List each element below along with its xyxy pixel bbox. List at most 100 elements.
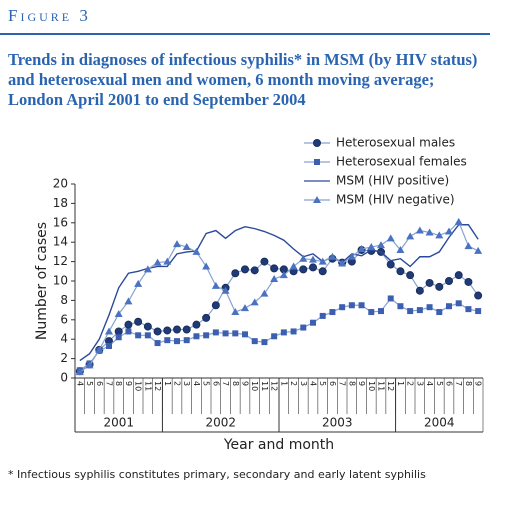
footnote: * Infectious syphilis constitutes primar… <box>8 468 426 481</box>
x-tick-label: 5 <box>435 381 444 386</box>
y-tick-label: 12 <box>53 254 68 268</box>
point <box>368 309 375 316</box>
point <box>348 302 355 309</box>
point <box>202 313 211 322</box>
y-tick-label: 16 <box>53 215 68 229</box>
point <box>425 228 434 236</box>
x-tick-label: 11 <box>377 381 386 391</box>
point <box>308 263 317 272</box>
point <box>289 262 298 270</box>
point <box>153 327 162 336</box>
x-tick-label: 5 <box>318 381 327 386</box>
point <box>260 257 269 266</box>
point <box>445 227 453 235</box>
legend-label: Heterosexual females <box>336 155 467 169</box>
point <box>310 319 316 326</box>
x-axis-label: Year and month <box>223 437 334 453</box>
point <box>474 291 483 300</box>
point <box>435 282 444 291</box>
point <box>192 320 201 329</box>
x-tick-label: 6 <box>211 381 220 386</box>
point <box>261 339 268 346</box>
point <box>328 252 337 260</box>
point <box>135 332 142 339</box>
x-tick-label: 6 <box>445 381 454 386</box>
y-tick-label: 0 <box>60 371 68 385</box>
point <box>319 312 326 319</box>
point <box>173 240 181 248</box>
y-tick-label: 14 <box>53 235 68 249</box>
point <box>347 252 356 260</box>
point <box>106 342 112 349</box>
legend-marker <box>314 159 320 165</box>
point <box>407 308 414 315</box>
point <box>357 244 366 252</box>
point <box>85 361 94 369</box>
point <box>143 322 152 331</box>
point <box>454 217 463 225</box>
point <box>396 245 405 253</box>
point <box>222 330 229 337</box>
point <box>386 234 395 242</box>
x-tick-label: 1 <box>163 381 172 386</box>
point <box>300 324 307 331</box>
y-tick-label: 6 <box>60 312 68 326</box>
y-tick-label: 20 <box>53 177 68 191</box>
point <box>154 340 161 347</box>
x-tick-label: 8 <box>231 381 240 386</box>
point <box>163 257 172 265</box>
legend-label: MSM (HIV positive) <box>336 174 449 188</box>
legend-marker <box>312 138 321 147</box>
point <box>134 317 143 326</box>
point <box>240 265 249 274</box>
series-line <box>79 220 479 373</box>
point <box>75 368 84 376</box>
point <box>232 330 239 337</box>
x-tick-label: 9 <box>241 381 250 386</box>
point <box>454 271 463 280</box>
point <box>115 334 122 341</box>
point <box>202 262 211 270</box>
point <box>183 337 190 344</box>
x-tick-label: 11 <box>143 381 152 391</box>
point <box>406 232 415 240</box>
point <box>309 255 317 263</box>
y-tick-label: 2 <box>60 351 68 365</box>
year-label: 2001 <box>103 416 134 430</box>
x-tick-label: 4 <box>75 381 84 386</box>
x-tick-label: 4 <box>425 381 434 386</box>
x-tick-label: 7 <box>105 381 114 386</box>
x-tick-label: 8 <box>347 381 356 386</box>
point <box>270 275 279 283</box>
point <box>211 281 220 289</box>
point <box>465 306 472 313</box>
legend-marker <box>313 196 321 203</box>
point <box>406 271 415 280</box>
point <box>114 327 123 336</box>
x-tick-label: 3 <box>299 381 308 386</box>
y-tick-label: 18 <box>53 196 68 210</box>
x-tick-label: 3 <box>182 381 191 386</box>
point <box>299 265 308 274</box>
point <box>144 332 151 339</box>
point <box>124 320 133 329</box>
point <box>105 327 113 335</box>
y-tick-label: 4 <box>60 332 68 346</box>
x-tick-label: 3 <box>415 381 424 386</box>
x-tick-label: 1 <box>279 381 288 386</box>
point <box>290 328 297 335</box>
x-tick-label: 12 <box>153 381 162 391</box>
point <box>426 304 433 311</box>
y-axis-label: Number of cases <box>34 222 50 340</box>
year-label: 2004 <box>424 416 455 430</box>
point <box>396 267 405 276</box>
chart-title: Trends in diagnoses of infectious syphil… <box>8 50 478 109</box>
x-tick-label: 12 <box>270 381 279 391</box>
point <box>339 304 346 311</box>
legend-label: Heterosexual males <box>336 136 455 150</box>
point <box>387 295 394 302</box>
point <box>114 309 123 317</box>
x-tick-label: 10 <box>250 381 259 391</box>
point <box>260 289 269 297</box>
point <box>378 308 384 315</box>
